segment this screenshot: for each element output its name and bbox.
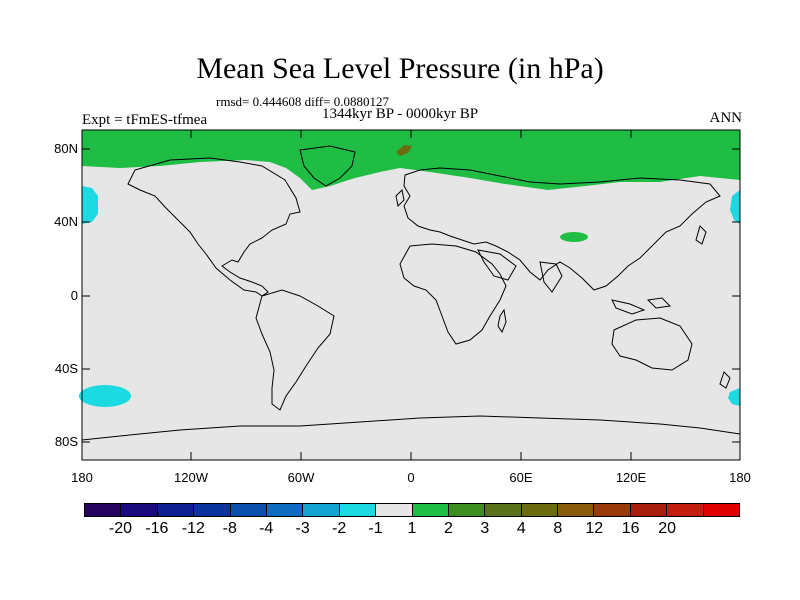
- colorbar-swatch: [85, 504, 122, 516]
- colorbar-swatch: [485, 504, 522, 516]
- colorbar-label: -2: [331, 520, 347, 537]
- colorbar-swatch: [230, 504, 267, 516]
- colorbar-label: 3: [480, 520, 490, 537]
- positive-anomaly-asia: [560, 232, 588, 242]
- colorbar-label: -20: [108, 520, 132, 537]
- lon-label-120e: 120E: [615, 470, 647, 485]
- lat-label-80n: 80N: [54, 141, 78, 156]
- colorbar-swatch: [412, 504, 449, 516]
- negative-anomaly-npacific-west: [82, 186, 98, 224]
- colorbar-label: -3: [295, 520, 310, 537]
- colorbar-label: 1: [407, 520, 417, 537]
- colorbar: [84, 503, 740, 517]
- map-background: [82, 130, 740, 460]
- colorbar-swatch: [376, 504, 413, 516]
- lon-label-180e: 180: [729, 470, 751, 485]
- colorbar-swatch: [157, 504, 195, 516]
- negative-anomaly-spacific: [79, 385, 131, 407]
- colorbar-swatch: [121, 504, 158, 516]
- colorbar-swatch: [521, 504, 559, 516]
- colorbar-swatch: [558, 504, 595, 516]
- lon-label-60e: 60E: [509, 470, 533, 485]
- colorbar-label: -8: [222, 520, 237, 537]
- colorbar-label: 12: [585, 520, 604, 537]
- colorbar-label: -12: [181, 520, 205, 537]
- colorbar-swatch: [339, 504, 377, 516]
- lat-label-40n: 40N: [54, 214, 78, 229]
- colorbar-swatch: [703, 504, 740, 516]
- lon-label-120w: 120W: [174, 470, 208, 485]
- colorbar-label: 4: [516, 520, 526, 537]
- colorbar-swatch: [448, 504, 486, 516]
- colorbar-swatch: [303, 504, 340, 516]
- lat-label-40s: 40S: [54, 361, 78, 376]
- positive-anomaly-arctic: [82, 130, 740, 190]
- lon-label-60w: 60W: [287, 470, 315, 485]
- colorbar-swatch: [667, 504, 704, 516]
- stats-text: rmsd= 0.444608 diff= 0.0880127: [216, 94, 389, 109]
- colorbar-label: 16: [621, 520, 640, 537]
- colorbar-label: 2: [443, 520, 453, 537]
- lon-label-0: 0: [407, 470, 415, 485]
- colorbar-swatch: [594, 504, 631, 516]
- positive-anomaly-greenland: [396, 145, 412, 156]
- lat-label-80s: 80S: [54, 434, 78, 449]
- colorbar-label: 8: [553, 520, 563, 537]
- colorbar-swatch: [630, 504, 668, 516]
- colorbar-label: 20: [658, 520, 676, 537]
- colorbar-label: -4: [259, 520, 274, 537]
- lon-label-180w: 180: [71, 470, 93, 485]
- season-label: ANN: [709, 110, 743, 126]
- experiment-label: Expt = tFmES-tfmea: [82, 112, 208, 128]
- negative-anomaly-spacific-east: [728, 388, 740, 406]
- period-text: 1344kyr BP - 0000kyr BP: [322, 106, 479, 122]
- colorbar-swatch: [194, 504, 231, 516]
- axis-ticks: [82, 130, 740, 460]
- colorbar-label: -16: [145, 520, 169, 537]
- coastlines: [81, 145, 741, 441]
- negative-anomaly-npacific-east: [730, 190, 740, 224]
- colorbar-label: -1: [368, 520, 383, 537]
- lat-label-0: 0: [70, 288, 78, 303]
- map-title: Mean Sea Level Pressure (in hPa): [196, 52, 604, 85]
- colorbar-swatch: [266, 504, 304, 516]
